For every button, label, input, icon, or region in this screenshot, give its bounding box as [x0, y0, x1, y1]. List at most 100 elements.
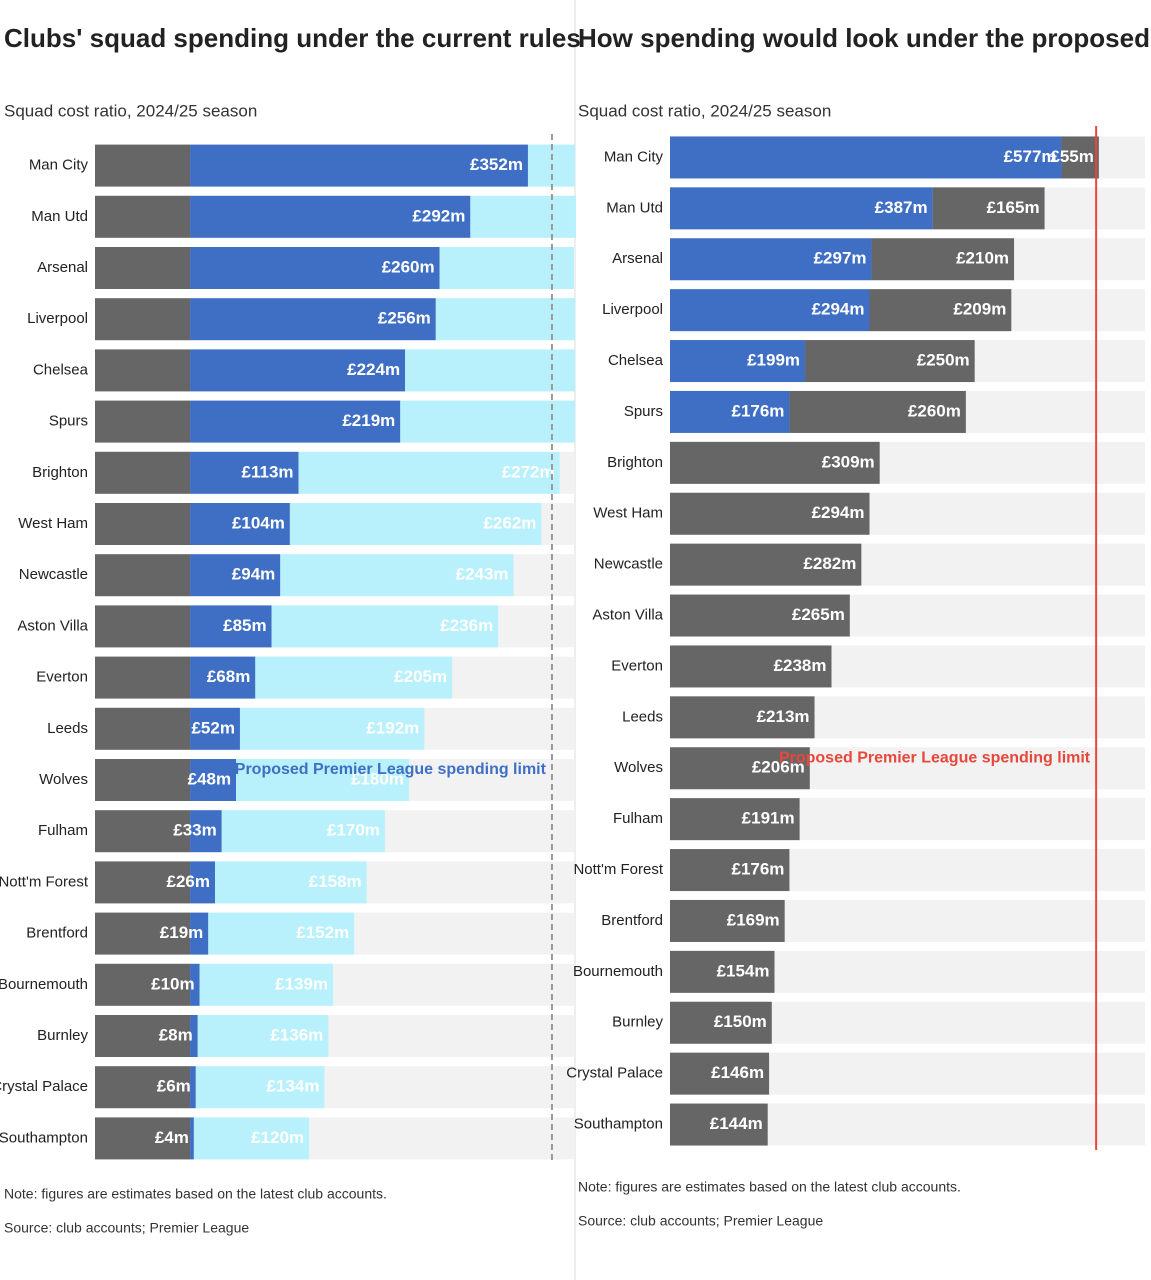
bar-segment [670, 696, 815, 739]
category-label: Arsenal [37, 259, 88, 276]
value-label: £199m [747, 351, 800, 370]
value-label: £213m [757, 707, 810, 726]
bar-segment [670, 238, 872, 281]
bar-segment [670, 543, 862, 586]
bar-segment [215, 861, 367, 904]
value-label: £136m [270, 1025, 323, 1044]
bar-segment [670, 187, 933, 230]
value-label: £10m [151, 974, 194, 993]
bar-segment [95, 656, 191, 699]
category-label: Aston Villa [17, 617, 88, 634]
category-label: Brentford [26, 925, 88, 942]
bar-segment [1061, 136, 1099, 179]
bar-segment [670, 390, 790, 433]
bar-segment [95, 554, 191, 597]
category-label: Nott'm Forest [573, 861, 663, 878]
bar-segment [95, 707, 191, 750]
category-label: Everton [36, 669, 88, 686]
bar-segment [670, 492, 870, 535]
category-label: Brighton [607, 454, 663, 471]
bar-segment [255, 656, 453, 699]
footnote: Note: figures are estimates based on the… [578, 1179, 961, 1195]
value-label: £282m [803, 554, 856, 573]
category-label: Fulham [613, 810, 663, 827]
bar-segment [95, 861, 191, 904]
value-label: £144m [710, 1114, 763, 1133]
category-label: Spurs [49, 413, 88, 430]
bar-segment [670, 136, 1062, 179]
bar-segment [190, 656, 256, 699]
chart-title: Clubs' squad spending under the current … [4, 23, 581, 53]
category-label: Arsenal [612, 250, 663, 267]
value-label: £94m [232, 565, 275, 584]
value-label: £260m [908, 401, 961, 420]
bar-segment [95, 605, 191, 648]
value-label: £256m [378, 309, 431, 328]
value-label: £294m [812, 503, 865, 522]
bar-segment [670, 441, 880, 484]
value-label: £154m [717, 961, 770, 980]
value-label: £243m [456, 565, 509, 584]
bar-segment [236, 759, 409, 801]
category-label: Wolves [614, 759, 663, 776]
category-label: Everton [611, 657, 663, 674]
bar-segment [95, 298, 191, 341]
bar-segment [193, 1117, 310, 1160]
value-label: £205m [394, 667, 447, 686]
bar-segment [197, 1015, 329, 1057]
bar-segment [670, 289, 870, 332]
bar-segment [190, 810, 222, 853]
value-label: £292m [412, 206, 465, 225]
category-label: Newcastle [19, 566, 88, 583]
value-label: £169m [727, 910, 780, 929]
value-label: £577m [1004, 147, 1057, 166]
bar-segment [439, 247, 575, 289]
value-label: £250m [917, 351, 970, 370]
bar-segment [190, 349, 406, 392]
value-label: £209m [953, 300, 1006, 319]
bar-segment [400, 400, 575, 443]
bar-segment [190, 451, 299, 494]
category-label: Crystal Palace [566, 1065, 663, 1082]
value-label: £120m [251, 1128, 304, 1147]
bar-segment [95, 400, 191, 443]
bar-segment [208, 912, 355, 955]
category-label: Brentford [601, 912, 663, 929]
category-label: Leeds [622, 708, 663, 725]
category-label: Southampton [0, 1129, 88, 1146]
category-label: Fulham [38, 822, 88, 839]
value-label: £139m [275, 974, 328, 993]
category-label: Southampton [574, 1116, 663, 1133]
category-label: Burnley [612, 1014, 663, 1031]
bar-segment [95, 1015, 191, 1057]
value-label: £238m [774, 656, 827, 675]
category-label: Bournemouth [0, 976, 88, 993]
bar-segment [805, 340, 975, 383]
value-label: £68m [207, 667, 250, 686]
value-label: £158m [309, 872, 362, 891]
value-label: £262m [483, 513, 536, 532]
footnote: Source: club accounts; Premier League [4, 1220, 249, 1236]
value-label: £113m [242, 462, 294, 481]
value-label: £224m [347, 360, 400, 379]
bar-segment [95, 247, 191, 289]
bar-segment [95, 1117, 191, 1160]
bar-segment [95, 503, 191, 545]
bar-segment [670, 340, 806, 383]
category-label: Aston Villa [592, 607, 663, 624]
value-label: £55m [1050, 147, 1093, 166]
value-label: £352m [470, 155, 523, 174]
bar-segment [195, 1066, 325, 1109]
value-label: £180m [351, 769, 404, 788]
category-label: Man City [604, 148, 664, 165]
category-label: Liverpool [27, 310, 88, 327]
value-label: £236m [440, 616, 493, 635]
bar-segment [670, 950, 775, 993]
bar-segment [670, 747, 810, 790]
bar-segment [190, 554, 281, 597]
bar-segment [280, 554, 514, 597]
bar-segment [190, 707, 240, 750]
value-label: £165m [987, 198, 1040, 217]
bar-segment [190, 963, 200, 1006]
category-label: Man Utd [31, 208, 88, 225]
